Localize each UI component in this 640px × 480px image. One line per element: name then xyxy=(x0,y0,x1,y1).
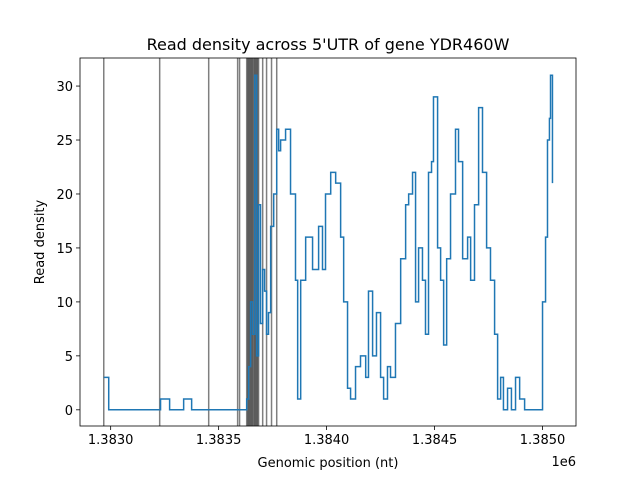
y-tick-label: 30 xyxy=(56,80,73,95)
x-tick-label: 1.3850 xyxy=(520,433,566,448)
y-tick-label: 20 xyxy=(56,188,73,203)
y-tick-label: 10 xyxy=(56,296,73,311)
x-offset-label: 1e6 xyxy=(551,455,576,470)
y-axis-label: Read density xyxy=(33,199,48,284)
y-tick-label: 25 xyxy=(56,134,73,149)
x-tick-label: 1.3840 xyxy=(304,433,350,448)
x-tick-label: 1.3830 xyxy=(88,433,134,448)
y-tick-label: 0 xyxy=(65,404,73,419)
x-axis-label: Genomic position (nt) xyxy=(258,456,399,471)
x-tick-label: 1.3835 xyxy=(196,433,242,448)
data-line xyxy=(103,74,554,411)
x-tick-label: 1.3845 xyxy=(412,433,458,448)
y-tick-label: 5 xyxy=(65,350,73,365)
y-tick-label: 15 xyxy=(56,242,73,257)
chart-title: Read density across 5'UTR of gene YDR460… xyxy=(147,35,510,54)
plot-frame xyxy=(79,57,577,427)
